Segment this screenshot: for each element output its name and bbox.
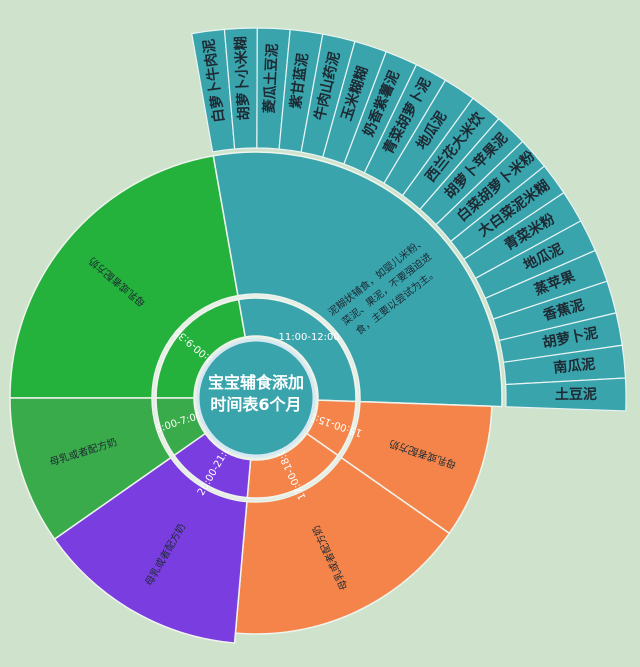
center-title-line1: 宝宝辅食添加 [208,373,304,392]
feeding-segment [212,151,503,408]
time-segment [237,297,357,403]
feeding-segment [53,456,248,644]
center-title-line2: 时间表6个月 [210,395,301,414]
food-label: 土豆泥 [555,386,597,403]
feeding-ring: 母乳或者配方奶 泥糊状辅食，如婴儿米粉、菜泥、果泥，不要强迫进食，主要以尝试为主。… [9,151,503,644]
feeding-segment [234,456,451,635]
feeding-segment [9,154,239,399]
time-label: 11:00-12:00 [279,332,340,343]
center-hub: 宝宝辅食添加 时间表6个月 [196,338,316,458]
food-label: 菱瓜土豆泥 [261,43,281,114]
time-segment [155,397,207,457]
food-ring: 白萝卜牛肉泥 胡萝卜小米糊 菱瓜土豆泥 紫甘蓝泥 牛肉山药泥玉米糊糊奶香紫薯泥青菜胡萝卜… [191,27,627,412]
food-label: 胡萝卜小米糊 [232,36,252,121]
center-circle [196,338,316,458]
food-label: 南瓜泥 [553,355,596,376]
time-ring: 9:00-9:30 11:00-12:0015:00-15:3017:00-18:… [153,295,364,501]
feeding-segment [9,397,172,541]
food-segment [505,377,627,412]
